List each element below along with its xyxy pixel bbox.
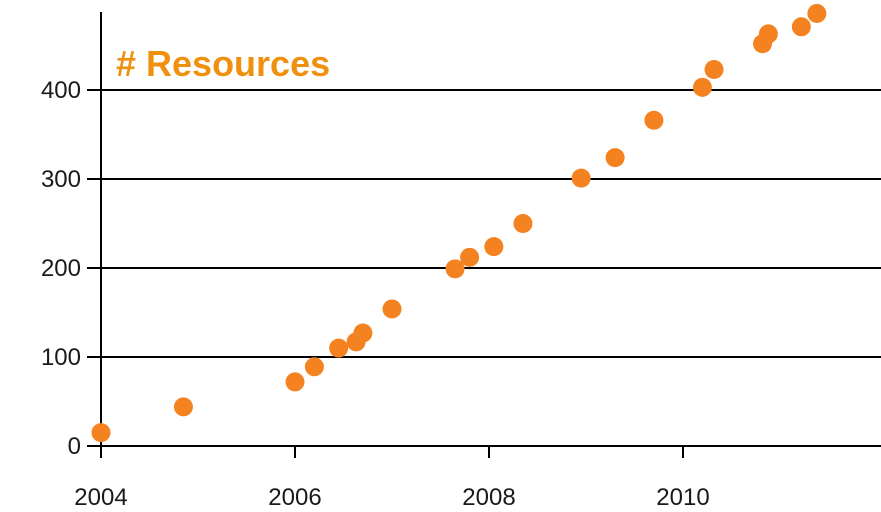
data-point bbox=[353, 323, 373, 343]
data-point bbox=[605, 148, 625, 168]
data-point bbox=[460, 247, 480, 267]
data-point bbox=[791, 17, 811, 37]
data-point bbox=[644, 110, 664, 130]
data-point bbox=[484, 237, 504, 257]
data-point bbox=[692, 77, 712, 97]
axes bbox=[87, 12, 881, 458]
data-point bbox=[758, 24, 778, 44]
tick-labels: 0 100 200 300 400 2004 2006 2008 2010 bbox=[41, 77, 710, 511]
x-tick-label-2004: 2004 bbox=[74, 484, 127, 511]
x-tick-label-2006: 2006 bbox=[268, 484, 321, 511]
y-tick-label-400: 400 bbox=[41, 77, 81, 104]
data-point bbox=[382, 299, 402, 319]
y-tick-label-300: 300 bbox=[41, 166, 81, 193]
data-points bbox=[91, 3, 827, 443]
y-tick-label-200: 200 bbox=[41, 255, 81, 282]
data-point bbox=[329, 338, 349, 358]
data-point bbox=[304, 357, 324, 377]
data-point bbox=[445, 259, 465, 279]
x-tick-label-2010: 2010 bbox=[656, 484, 709, 511]
y-tick-label-0: 0 bbox=[68, 433, 81, 460]
y-tick-label-100: 100 bbox=[41, 344, 81, 371]
x-tick-label-2008: 2008 bbox=[462, 484, 515, 511]
chart-title: # Resources bbox=[116, 43, 330, 84]
grid-lines bbox=[101, 89, 881, 358]
data-point bbox=[571, 168, 591, 188]
data-point bbox=[91, 423, 111, 443]
data-point bbox=[513, 214, 533, 233]
data-point bbox=[285, 372, 305, 392]
data-point bbox=[704, 60, 724, 80]
data-point bbox=[173, 397, 193, 417]
data-point bbox=[807, 3, 827, 23]
